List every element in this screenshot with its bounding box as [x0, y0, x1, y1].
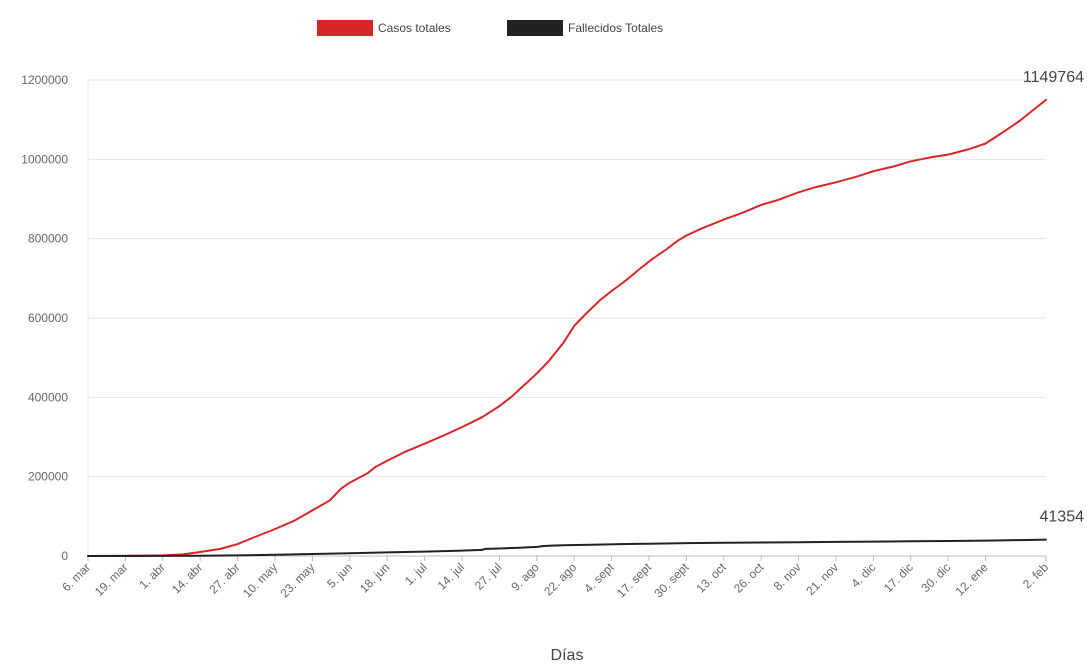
x-tick-label: 1. abr: [136, 560, 168, 592]
x-tick-label: 27. abr: [206, 560, 242, 596]
series-line-casos-totales[interactable]: [87, 98, 1047, 557]
x-tick-label: 13. oct: [694, 560, 730, 596]
x-tick-label: 12. ene: [952, 560, 990, 598]
x-tick-label: 1. jul: [402, 560, 430, 588]
y-tick-label: 0: [61, 549, 68, 563]
x-tick-label: 23. may: [277, 560, 317, 600]
x-tick-label: 10. may: [240, 560, 280, 600]
x-tick-label: 17. sept: [614, 560, 655, 601]
y-tick-label: 400000: [28, 390, 68, 404]
legend-item-casos-totales[interactable]: Casos totales: [317, 20, 451, 36]
x-tick-label: 9. ago: [508, 560, 542, 594]
x-tick-label: 22. ago: [541, 560, 579, 598]
y-tick-label: 1200000: [21, 73, 68, 87]
legend-label: Fallecidos Totales: [568, 21, 663, 35]
x-tick-label: 4. dic: [848, 560, 878, 590]
y-axis-ticks: 0 200000 400000 600000 800000 1000000 1200000: [21, 73, 68, 563]
series-line-fallecidos-totales[interactable]: [87, 538, 1047, 557]
end-labels: 1149764 41354: [1023, 69, 1084, 526]
x-tick-label: 4. sept: [581, 560, 617, 596]
legend[interactable]: Casos totales Fallecidos Totales: [317, 20, 663, 36]
y-tick-label: 600000: [28, 311, 68, 325]
x-tick-label: 2. feb: [1020, 560, 1051, 591]
x-tick-label: 21. nov: [803, 560, 841, 598]
x-tick-label: 6. mar: [59, 560, 93, 594]
x-tick-label: 27. jul: [472, 560, 505, 593]
end-value-label: 41354: [1040, 509, 1085, 526]
y-tick-label: 200000: [28, 470, 68, 484]
y-tick-label: 800000: [28, 232, 68, 246]
x-tick-label: 5. jun: [324, 560, 355, 591]
x-tick-label: 30. dic: [918, 560, 953, 595]
legend-label: Casos totales: [378, 21, 451, 35]
x-tick-label: 19. mar: [92, 560, 131, 599]
x-tick-label: 26. oct: [731, 560, 767, 596]
grid: [87, 79, 1046, 557]
legend-swatch: [507, 20, 563, 36]
legend-item-fallecidos-totales[interactable]: Fallecidos Totales: [507, 20, 663, 36]
x-tick-label: 8. nov: [771, 560, 804, 593]
legend-swatch: [317, 20, 373, 36]
x-tick-label: 30. sept: [651, 560, 692, 601]
y-tick-label: 1000000: [21, 152, 68, 166]
x-tick-label: 18. jun: [357, 560, 392, 595]
end-value-label: 1149764: [1023, 69, 1084, 86]
x-axis-title: Días: [551, 647, 584, 664]
x-tick-label: 14. jul: [435, 560, 468, 593]
x-tick-label: 17. dic: [881, 560, 916, 595]
x-tick-label: 14. abr: [169, 560, 205, 596]
series-lines: [87, 98, 1047, 557]
